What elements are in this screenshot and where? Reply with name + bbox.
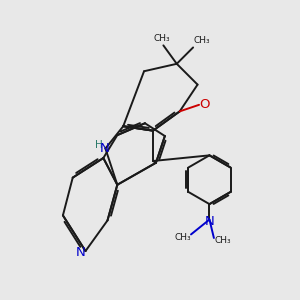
Text: CH₃: CH₃ bbox=[174, 233, 191, 242]
Text: H: H bbox=[95, 140, 103, 150]
Text: CH₃: CH₃ bbox=[194, 36, 210, 45]
Text: N: N bbox=[205, 214, 214, 227]
Text: CH₃: CH₃ bbox=[154, 34, 170, 43]
Text: N: N bbox=[75, 246, 85, 259]
Text: CH₃: CH₃ bbox=[214, 236, 231, 245]
Text: O: O bbox=[199, 98, 209, 111]
Text: N: N bbox=[100, 142, 110, 155]
